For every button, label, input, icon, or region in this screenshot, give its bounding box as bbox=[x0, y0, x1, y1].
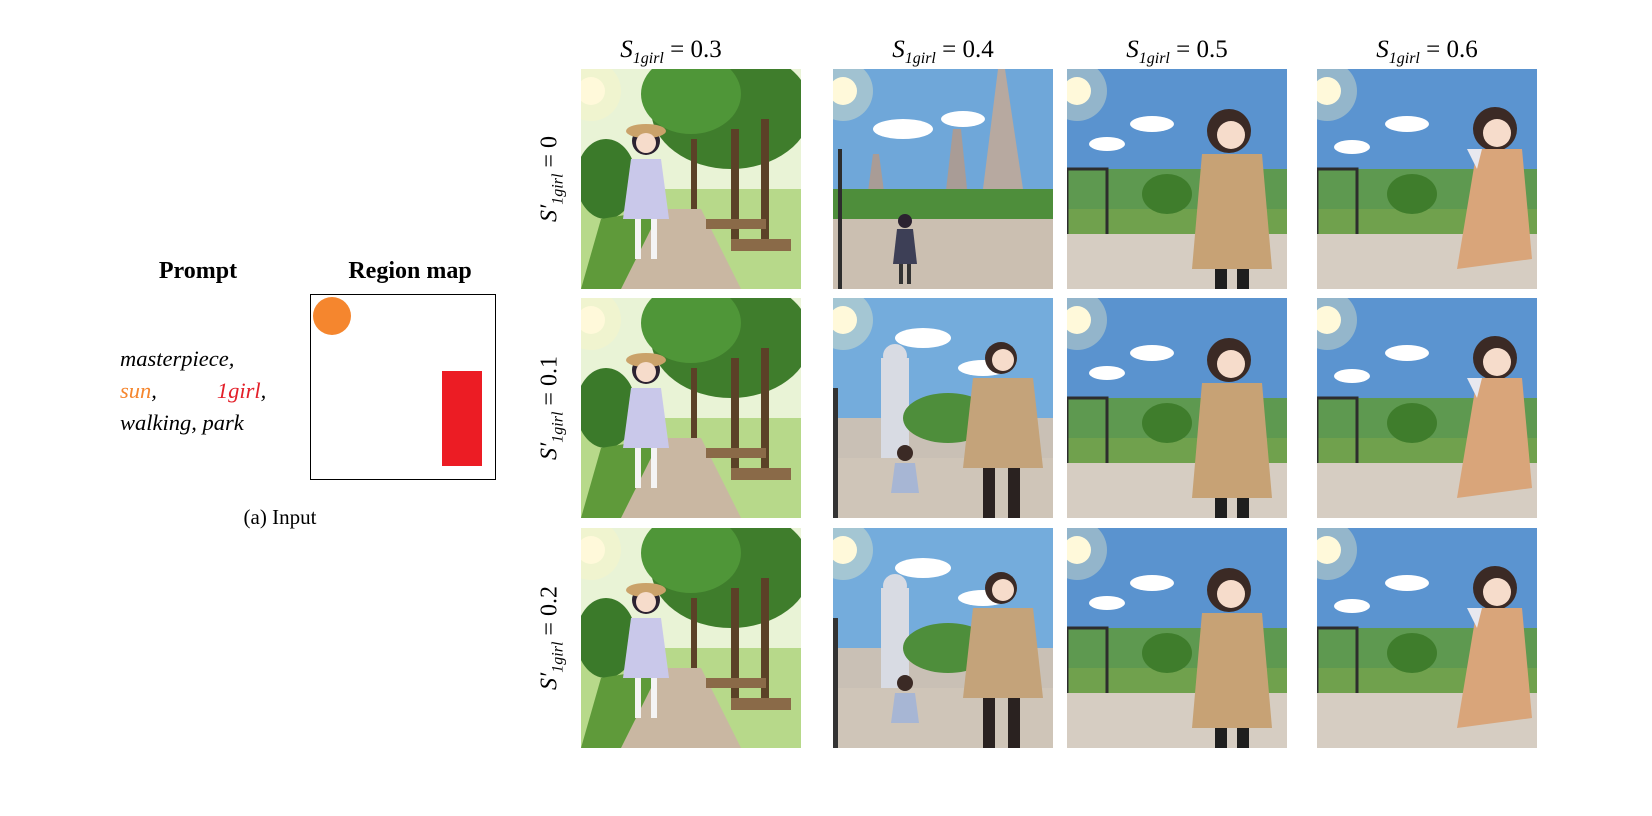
generated-image-tower-tall-girl-and-child bbox=[833, 528, 1053, 748]
generated-image-tower-tall-girl-and-child bbox=[833, 298, 1053, 518]
row-label: S′1girl = 0 bbox=[536, 136, 567, 222]
column-title: S1girl = 0.6 bbox=[1376, 36, 1478, 67]
prompt-comma: , bbox=[151, 378, 157, 403]
column-title: S1girl = 0.5 bbox=[1126, 36, 1228, 67]
column-title: S1girl = 0.4 bbox=[892, 36, 994, 67]
generated-image-dress-girl-fence bbox=[1317, 298, 1537, 518]
generated-image-city-cathedral-small-girl bbox=[833, 69, 1053, 289]
column-title: S1girl = 0.3 bbox=[620, 36, 722, 67]
subfigure-caption: (a) Input bbox=[243, 505, 317, 529]
generated-image-dress-girl-fence bbox=[1317, 69, 1537, 289]
region-map-header: Region map bbox=[348, 258, 472, 284]
prompt-token-girl: 1girl bbox=[216, 378, 261, 403]
generated-image-tree-path-girl-in-hat bbox=[581, 528, 801, 748]
prompt-text: masterpiece, sun, 1girl, walking, park bbox=[120, 343, 266, 439]
generated-image-tree-path-girl-in-hat bbox=[581, 69, 801, 289]
region-girl-rectangle bbox=[442, 371, 482, 466]
prompt-token-sun: sun bbox=[120, 378, 152, 403]
prompt-line-1: masterpiece, bbox=[120, 346, 235, 371]
region-map bbox=[310, 294, 496, 480]
row-label: S′1girl = 0.2 bbox=[536, 586, 567, 690]
generated-image-coat-girl-fence bbox=[1067, 298, 1287, 518]
row-label: S′1girl = 0.1 bbox=[536, 356, 567, 460]
prompt-line-3: walking, park bbox=[120, 410, 244, 435]
region-sun-circle bbox=[313, 297, 351, 335]
prompt-header: Prompt bbox=[158, 258, 238, 284]
generated-image-dress-girl-fence bbox=[1317, 528, 1537, 748]
prompt-line-2: sun, 1girl, bbox=[120, 375, 266, 407]
generated-image-tree-path-girl-in-hat bbox=[581, 298, 801, 518]
generated-image-coat-girl-fence bbox=[1067, 69, 1287, 289]
generated-image-coat-girl-fence bbox=[1067, 528, 1287, 748]
prompt-comma: , bbox=[260, 378, 267, 403]
